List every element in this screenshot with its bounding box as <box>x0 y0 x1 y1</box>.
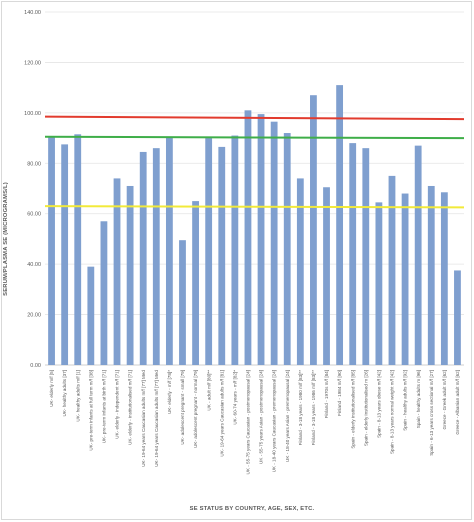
bar <box>192 201 199 365</box>
bar <box>231 135 239 365</box>
x-category-label: UK- adolescent pregnant - normal [79] <box>193 370 198 448</box>
y-tick-label: 60.00 <box>27 212 41 218</box>
bar <box>414 145 422 365</box>
reference-line <box>44 115 465 121</box>
bar <box>87 266 95 365</box>
x-category-label: Spain - 8-13 years obese m/f [42] <box>376 370 381 438</box>
x-category-label: UK- healthy adults m/f [1] <box>75 370 80 422</box>
bar <box>427 185 435 365</box>
bar <box>454 270 461 365</box>
x-category-label: UK- elderly m/f [5] <box>49 370 54 407</box>
reference-lines <box>44 115 465 209</box>
y-tick-label: 120.00 <box>24 60 41 66</box>
bar <box>375 202 383 365</box>
x-category-label: Finland - 3-18 years - 1986 m/f [83]** <box>311 370 316 446</box>
x-category-label: Spain - healthy adults m/f [92] <box>403 370 408 431</box>
bar <box>388 175 396 365</box>
bar <box>74 134 82 365</box>
gridlines <box>45 11 464 366</box>
y-tick-label: 80.00 <box>27 161 41 167</box>
reference-line <box>44 205 465 209</box>
x-category-label: UK- pre-term infants at full term m/f [3… <box>88 370 93 451</box>
x-category-label: UK - adult m/f [80]** <box>206 370 211 411</box>
y-tick-label: 100.00 <box>24 111 41 117</box>
y-tick-label: 140.00 <box>24 10 41 16</box>
bar <box>283 133 291 365</box>
bar <box>113 178 121 365</box>
x-axis-label: SE STATUS BY COUNTRY, AGE, SEX, ETC. <box>190 506 315 512</box>
y-tick-label: 0.00 <box>30 363 41 369</box>
y-axis-label: SERUM/PLASMA SE (MICROGRAMS/L) <box>3 182 9 296</box>
x-category-label: UK- elderly - independent m/f [71] <box>115 370 120 439</box>
x-category-label: UK - 18-40 years Asian - premenopausal [… <box>285 370 290 462</box>
x-category-label: Finland - 1970s m/f [84] <box>324 370 329 418</box>
bar <box>179 240 186 365</box>
bar <box>139 151 147 365</box>
x-category-label: UK - 55-75 years Caucasian - postmenopau… <box>246 370 251 474</box>
bar <box>440 192 448 365</box>
bar <box>165 136 173 365</box>
bar <box>310 95 317 365</box>
bar <box>61 144 69 365</box>
x-category-label: UK- elderly - m/f [78]* <box>167 370 172 414</box>
x-category-label: Finland - 3-18 years - 1980 m/f [83]** <box>298 370 303 446</box>
x-category-label: Greece - Greek adult m/f [62] <box>442 370 447 430</box>
y-tick-label: 20.00 <box>27 313 41 319</box>
x-category-label: UK - 55-75 years Asian - postmenopausal … <box>259 370 264 464</box>
bar <box>100 221 108 365</box>
bar <box>152 148 160 365</box>
x-axis-categories: UK- elderly m/f [5] UK- healthy adults [3… <box>49 370 460 475</box>
x-category-label: UK- pre-term infants at birth m/f [71] <box>102 370 107 443</box>
x-category-label: Greece - Albanian adult m/f [62] <box>455 370 460 435</box>
bar <box>126 185 134 365</box>
bar <box>205 138 213 365</box>
y-tick-label: 40.00 <box>27 262 41 268</box>
x-category-label: UK- 19-64 years Caucasian adults m/f [77… <box>141 370 146 467</box>
x-category-label: Spain - elderly institutionalised m [26] <box>363 370 368 446</box>
bar <box>257 114 265 365</box>
x-category-label: Spain - 6-13 years cross sectional m/f [… <box>429 370 434 456</box>
x-category-label: UK- adolescent pregnant - small [79] <box>180 370 185 445</box>
x-category-label: UK- 19-64 years Caucasian adults m/f [77… <box>154 370 159 467</box>
bar <box>349 143 357 365</box>
x-category-label: Spain - 8-13 years normal weight m/f [42… <box>390 370 395 454</box>
x-category-label: Finland - 1984 m/f [90] <box>337 370 342 416</box>
reference-line <box>44 135 465 140</box>
bar <box>336 85 344 365</box>
x-category-label: Spain - healthy adults m [96] <box>416 370 421 428</box>
x-category-label: UK - 18-40 years Caucasian - premenopaus… <box>272 370 277 472</box>
x-category-label: UK- 60-74 years - m/f [82]* <box>232 370 237 425</box>
x-category-label: UK- 19-64 years Caucasian adults m/f [81… <box>219 370 224 457</box>
x-category-label: UK- healthy adults [37] <box>62 370 67 416</box>
bar <box>218 146 226 365</box>
x-category-label: UK- elderly - institutionalised m/f [71] <box>128 370 133 445</box>
y-axis-ticks: 0.00 20.00 40.00 60.00 80.00 100.00 120.00 140.… <box>24 10 41 369</box>
bar <box>296 178 304 365</box>
bar <box>362 148 370 365</box>
bar <box>244 110 252 365</box>
bar <box>48 136 55 365</box>
x-category-label: Spain - elderly institutionalised m/f [8… <box>350 370 355 449</box>
bars <box>48 85 461 365</box>
bar <box>270 121 278 365</box>
bar <box>323 187 330 365</box>
bar <box>401 193 409 365</box>
